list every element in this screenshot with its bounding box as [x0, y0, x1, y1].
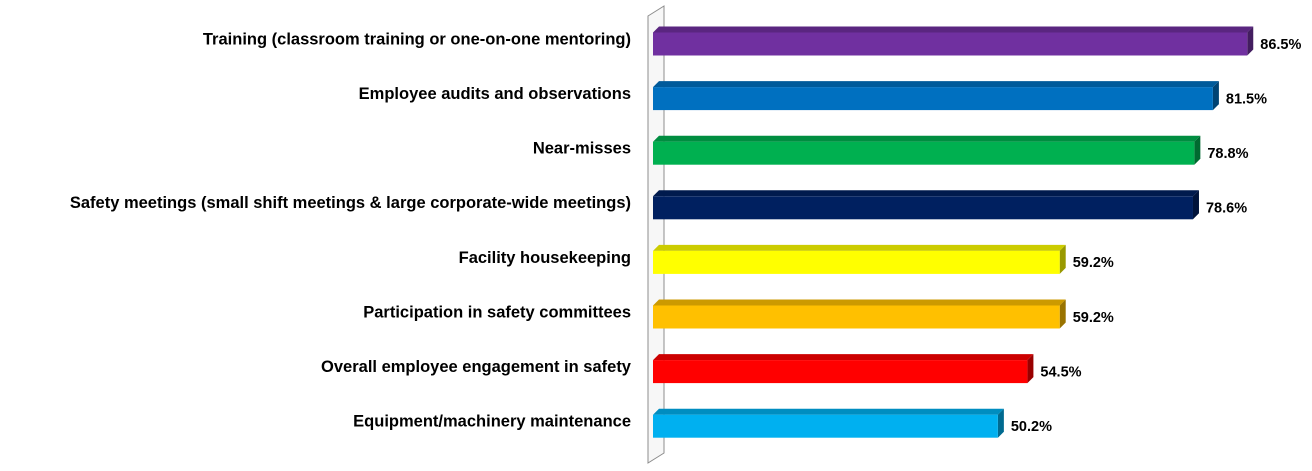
bar-top-face [653, 81, 1219, 88]
bar-side-face [1059, 244, 1066, 274]
bar-side-face [1194, 135, 1201, 165]
bar-front-face [653, 141, 1195, 165]
bar-side-face [1059, 299, 1066, 329]
category-label: Safety meetings (small shift meetings & … [70, 194, 631, 212]
bar-top-face [653, 26, 1254, 33]
value-label: 54.5% [1040, 364, 1081, 380]
bar-4 [653, 190, 1199, 220]
bar-8 [653, 408, 1004, 438]
value-label: 81.5% [1226, 91, 1267, 107]
category-label: Near-misses [533, 140, 631, 158]
bar-side-face [1212, 81, 1219, 111]
value-label: 50.2% [1011, 419, 1052, 435]
axis-wall [647, 5, 665, 464]
bar-front-face [653, 305, 1060, 329]
value-label: 59.2% [1073, 310, 1114, 326]
value-label: 78.6% [1206, 201, 1247, 217]
bar-3 [653, 135, 1201, 165]
bar-side-face [997, 408, 1004, 438]
bar-5 [653, 244, 1066, 274]
bars-layer [653, 26, 1254, 438]
category-label: Facility housekeeping [459, 249, 631, 267]
axis-wall-face [647, 5, 665, 464]
bar-top-face [653, 244, 1066, 251]
bar-1 [653, 26, 1254, 56]
bar-side-face [1027, 354, 1034, 384]
labels-layer: Training (classroom training or one-on-o… [70, 30, 1302, 435]
bar-7 [653, 354, 1034, 384]
bar-6 [653, 299, 1066, 329]
value-label: 59.2% [1073, 255, 1114, 271]
bar-front-face [653, 32, 1248, 56]
value-label: 78.8% [1207, 146, 1248, 162]
bar-front-face [653, 87, 1213, 111]
bar-front-face [653, 360, 1028, 384]
bar-side-face [1247, 26, 1254, 56]
bar-top-face [653, 135, 1201, 142]
bar-side-face [1192, 190, 1199, 220]
bar-front-face [653, 414, 998, 438]
bar-top-face [653, 190, 1199, 197]
bar-top-face [653, 408, 1004, 415]
bar-top-face [653, 354, 1034, 361]
bar-top-face [653, 299, 1066, 306]
category-label: Overall employee engagement in safety [321, 358, 632, 376]
bar-front-face [653, 196, 1193, 220]
bar-front-face [653, 250, 1060, 274]
category-label: Training (classroom training or one-on-o… [203, 30, 631, 48]
bar-2 [653, 81, 1219, 111]
category-label: Employee audits and observations [359, 85, 631, 103]
category-label: Equipment/machinery maintenance [353, 413, 631, 431]
category-label: Participation in safety committees [363, 303, 631, 321]
value-label: 86.5% [1260, 37, 1301, 53]
